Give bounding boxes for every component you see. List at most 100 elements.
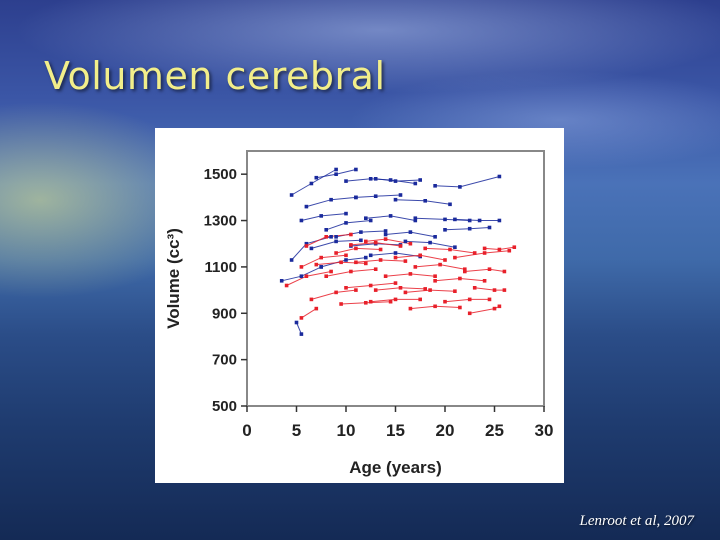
data-point-red xyxy=(507,248,512,253)
data-point-red xyxy=(383,237,388,241)
data-point-blue xyxy=(487,225,492,230)
data-point-blue xyxy=(467,226,472,231)
data-point-red xyxy=(373,267,378,271)
data-point-blue xyxy=(403,239,408,244)
data-point-blue xyxy=(443,228,447,232)
data-point-red xyxy=(354,260,358,265)
data-point-blue xyxy=(294,320,299,325)
data-point-red xyxy=(428,288,432,292)
data-point-red xyxy=(458,305,462,310)
series-line-red-43 xyxy=(464,268,505,272)
data-point-blue xyxy=(383,232,388,237)
data-point-blue xyxy=(443,217,447,222)
data-point-blue xyxy=(433,235,437,239)
data-point-blue xyxy=(388,214,393,218)
data-point-red xyxy=(403,259,408,263)
data-point-blue xyxy=(334,167,338,172)
data-point-blue xyxy=(354,195,358,200)
data-point-blue xyxy=(393,251,398,255)
data-point-red xyxy=(423,287,427,291)
data-point-red xyxy=(463,269,467,274)
data-point-blue xyxy=(329,197,333,202)
data-point-red xyxy=(403,290,408,295)
data-point-blue xyxy=(364,216,368,220)
data-point-red xyxy=(497,247,502,252)
data-point-red xyxy=(324,274,328,278)
data-point-red xyxy=(398,286,403,290)
data-point-blue xyxy=(299,332,304,336)
data-point-red xyxy=(344,253,348,258)
data-point-blue xyxy=(383,229,388,233)
data-point-blue xyxy=(289,258,294,262)
data-point-blue xyxy=(354,167,358,172)
series-line-blue-21 xyxy=(296,322,302,335)
data-point-red xyxy=(373,288,378,292)
data-point-red xyxy=(284,283,289,288)
data-point-blue xyxy=(289,193,294,197)
data-point-red xyxy=(354,246,358,251)
data-point-blue xyxy=(467,218,472,223)
data-point-red xyxy=(467,297,472,302)
data-point-red xyxy=(502,269,507,274)
data-point-red xyxy=(453,289,457,293)
data-point-red xyxy=(438,262,442,267)
data-point-red xyxy=(364,261,368,266)
data-point-red xyxy=(299,316,304,320)
data-point-red xyxy=(304,274,309,278)
data-point-red xyxy=(393,281,398,285)
data-point-blue xyxy=(497,218,502,223)
data-point-red xyxy=(354,288,358,292)
data-point-red xyxy=(418,297,422,302)
y-tick-label: 700 xyxy=(212,352,237,369)
data-point-red xyxy=(408,272,413,276)
series-line-red-41 xyxy=(444,298,490,303)
y-tick-label: 1500 xyxy=(204,166,237,183)
data-point-red xyxy=(349,269,353,274)
series-line-blue-15 xyxy=(444,227,490,231)
y-axis-label: Volume (cc³) xyxy=(164,228,183,329)
data-point-red xyxy=(344,286,348,290)
data-point-blue xyxy=(324,228,328,232)
data-point-blue xyxy=(413,218,418,223)
data-point-red xyxy=(448,247,452,252)
data-point-blue xyxy=(344,211,348,216)
x-tick-label: 15 xyxy=(386,421,405,440)
data-point-red xyxy=(314,262,319,267)
data-point-red xyxy=(304,244,309,248)
data-point-red xyxy=(418,253,422,258)
x-tick-label: 30 xyxy=(535,421,554,440)
data-point-red xyxy=(463,267,467,271)
data-point-red xyxy=(383,274,388,278)
data-point-blue xyxy=(334,235,338,239)
data-point-blue xyxy=(334,172,338,176)
data-point-blue xyxy=(428,240,432,245)
data-point-red xyxy=(393,297,398,302)
data-point-red xyxy=(408,241,413,246)
data-point-red xyxy=(368,299,373,304)
y-tick-label: 500 xyxy=(212,398,237,415)
data-point-blue xyxy=(458,185,462,189)
data-point-red xyxy=(378,258,383,262)
citation: Lenroot et al, 2007 xyxy=(579,513,694,529)
data-point-blue xyxy=(309,181,314,186)
series-line-red-44 xyxy=(474,287,505,291)
data-point-blue xyxy=(448,202,452,207)
data-point-red xyxy=(378,247,383,252)
series-line-blue-7 xyxy=(395,199,451,205)
data-point-red xyxy=(482,279,487,283)
data-point-red xyxy=(349,243,353,247)
data-point-red xyxy=(467,311,472,316)
series-line-red-30 xyxy=(335,247,381,254)
x-tick-label: 0 xyxy=(242,421,251,440)
slide-title: Volumen cerebral xyxy=(44,54,386,98)
series-line-blue-6 xyxy=(355,194,401,198)
data-point-red xyxy=(458,276,462,281)
data-point-blue xyxy=(393,197,398,202)
data-point-blue xyxy=(314,175,319,180)
series-line-blue-9 xyxy=(326,220,371,231)
data-point-blue xyxy=(309,246,314,251)
data-point-red xyxy=(364,301,368,305)
data-point-blue xyxy=(433,184,437,188)
data-point-blue xyxy=(408,230,413,234)
data-point-red xyxy=(482,246,487,251)
